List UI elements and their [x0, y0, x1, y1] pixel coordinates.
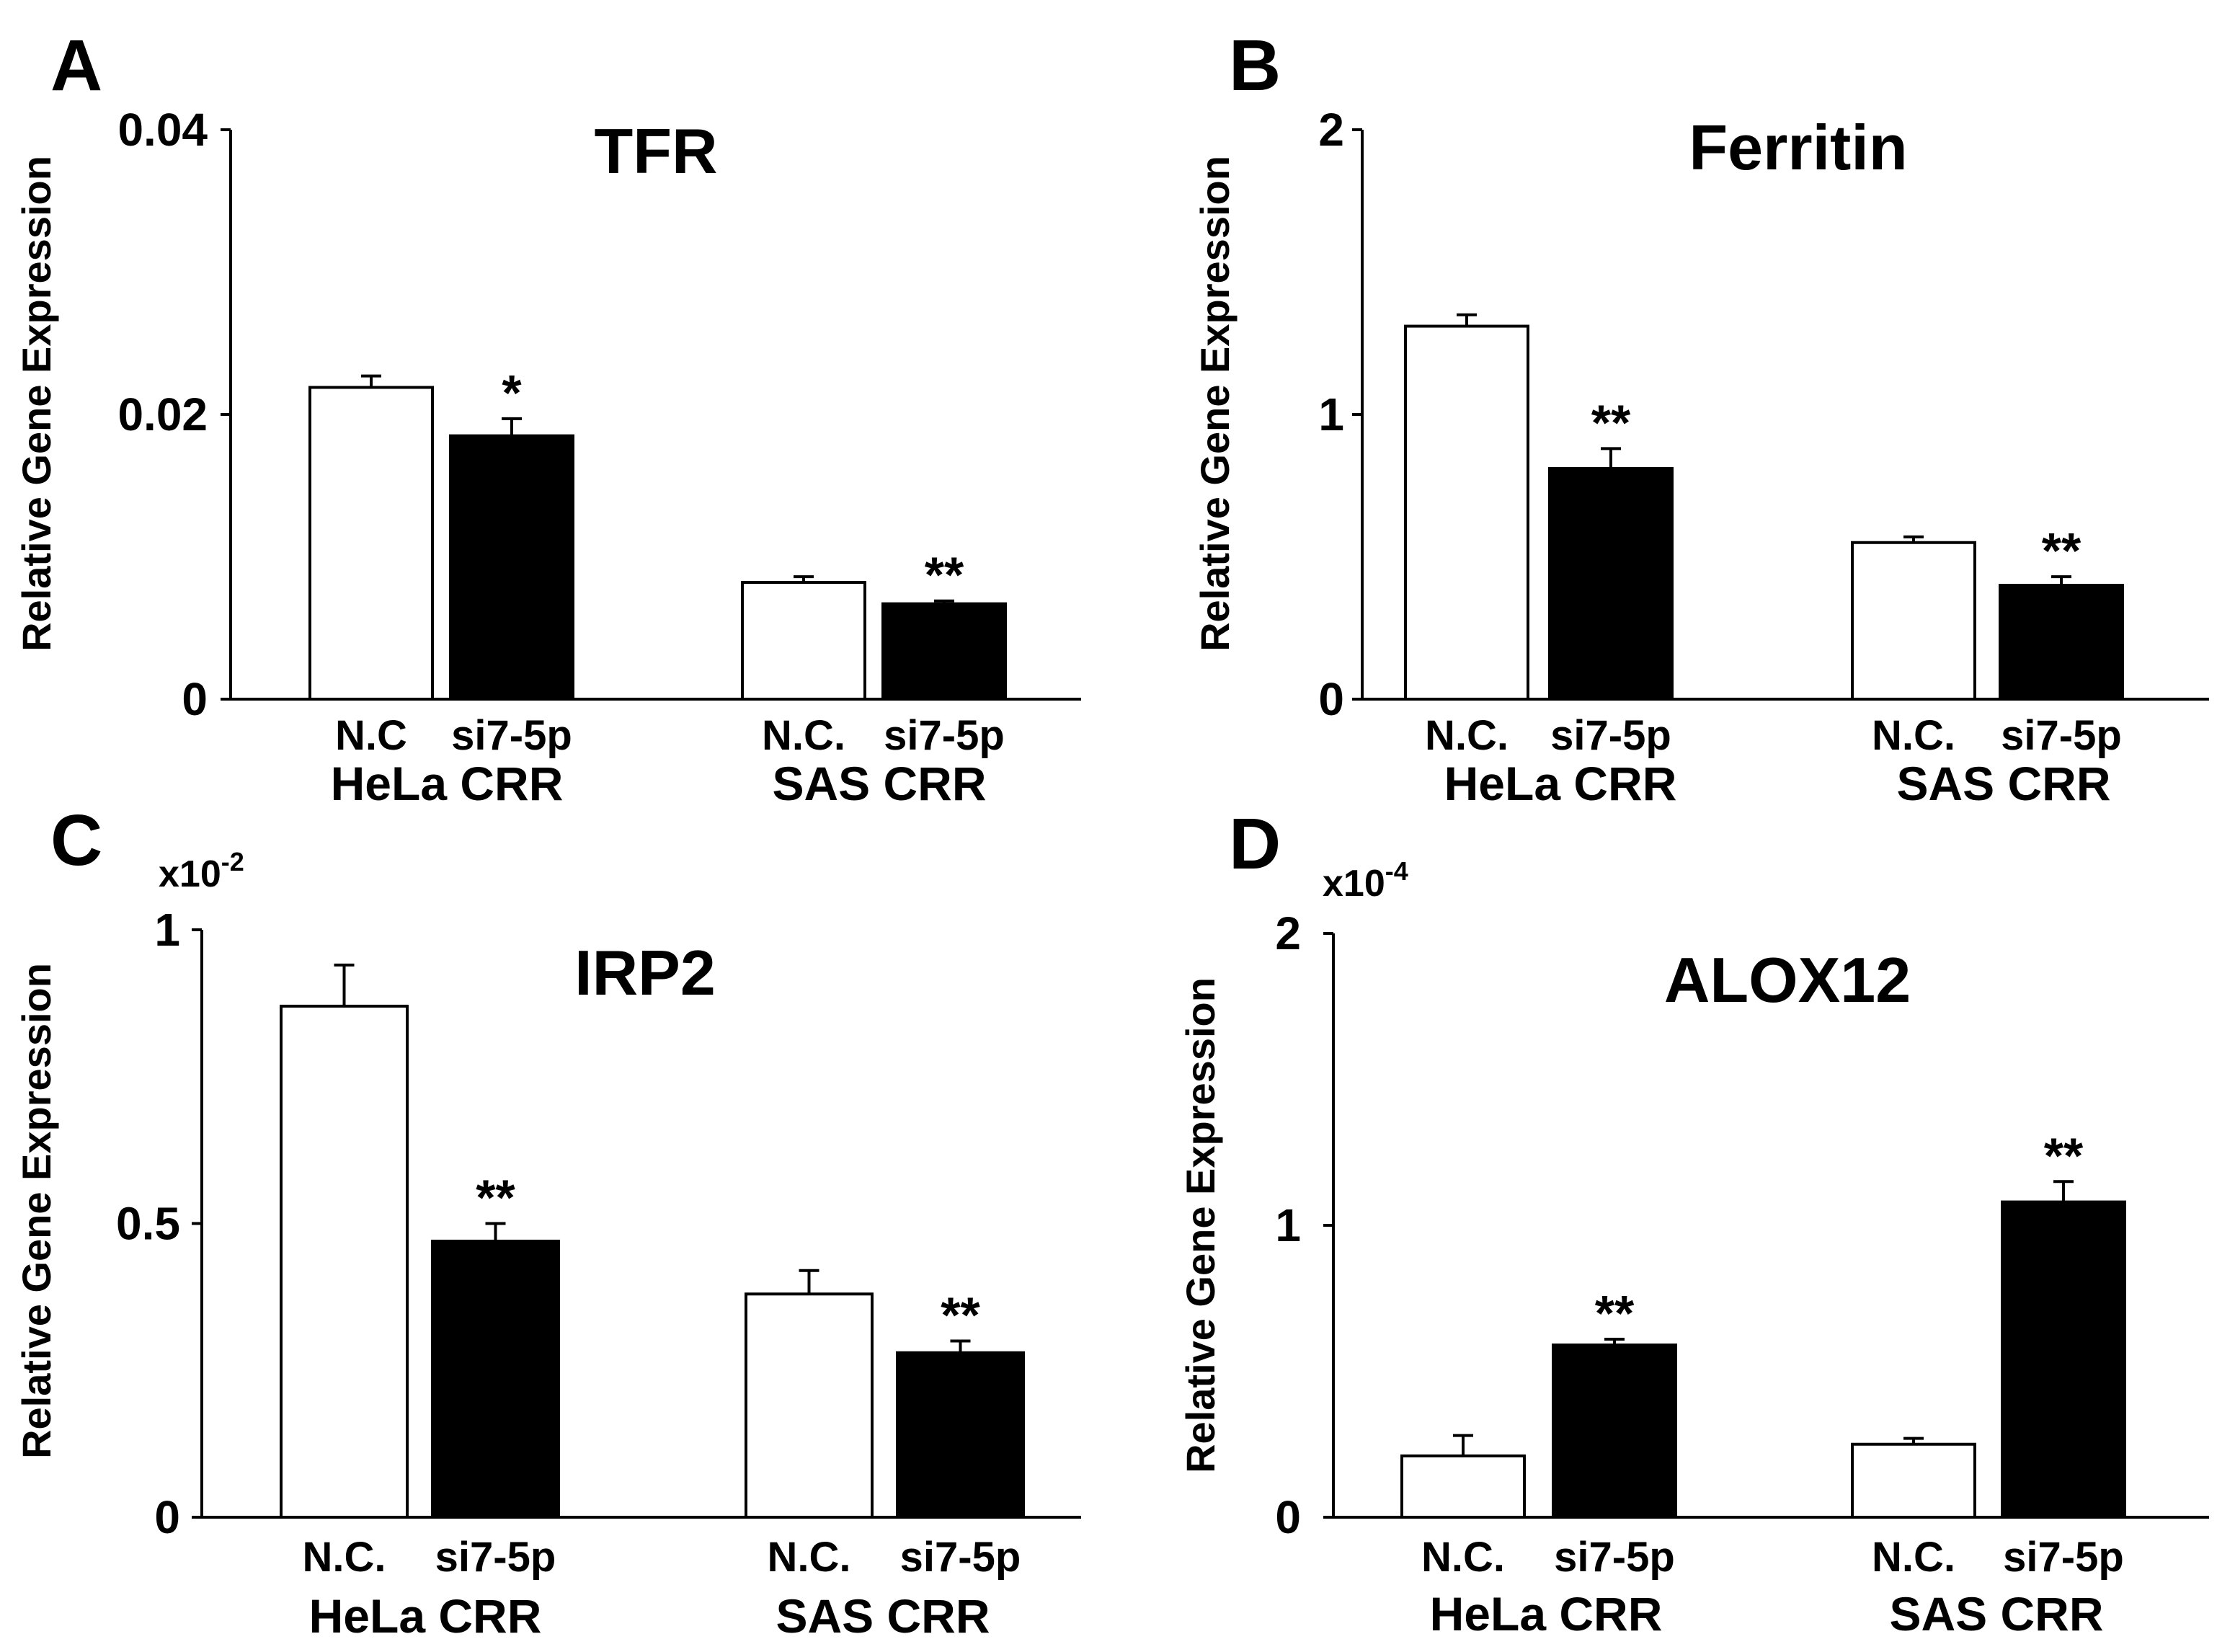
bar [1548, 467, 1674, 701]
condition-label: si7-5p [451, 712, 572, 759]
significance-marker: ** [2044, 1127, 2084, 1184]
y-tick-label: 0.5 [116, 1198, 180, 1250]
condition-label: si7-5p [2003, 1534, 2124, 1581]
y-axis-label: Relative Gene Expression [14, 156, 59, 652]
condition-label: N.C. [1872, 1534, 1955, 1581]
condition-label: si7-5p [1554, 1534, 1675, 1581]
y-tick-label: 0.02 [117, 388, 208, 440]
y-tick-label: 0.04 [117, 104, 208, 156]
significance-marker: ** [1595, 1285, 1635, 1341]
y-axis-label: Relative Gene Expression [14, 963, 59, 1459]
condition-label: N.C. [762, 712, 845, 759]
bar [745, 1292, 874, 1519]
y-tick-label: 1 [1318, 388, 1344, 440]
y-tick-label: 0 [1318, 673, 1344, 725]
axis-multiplier: x10-4 [1323, 856, 1408, 905]
panel-letter: B [1229, 25, 1281, 106]
bar [741, 581, 866, 701]
group-label: HeLa CRR [331, 757, 564, 810]
significance-marker: ** [941, 1287, 980, 1344]
y-axis-label: Relative Gene Expression [1192, 156, 1238, 652]
bar [1999, 584, 2124, 701]
group-label: SAS CRR [1896, 757, 2110, 810]
y-tick-label: 2 [1275, 907, 1301, 959]
bar [2001, 1200, 2126, 1519]
y-tick-label: 0 [154, 1491, 180, 1543]
group-label: HeLa CRR [309, 1589, 542, 1643]
panel-letter: D [1229, 804, 1281, 884]
panel-letter: A [50, 25, 102, 106]
y-tick-label: 1 [1275, 1199, 1301, 1251]
condition-label: si7-5p [900, 1534, 1021, 1581]
bar [1400, 1454, 1526, 1519]
group-label: SAS CRR [1889, 1587, 2103, 1640]
axis-multiplier-exponent: -4 [1385, 856, 1408, 886]
axis-multiplier: x10-2 [159, 847, 244, 895]
bar [1552, 1344, 1677, 1519]
axis-multiplier-exponent: -2 [221, 847, 244, 876]
bar [896, 1351, 1025, 1519]
bar [881, 602, 1007, 701]
condition-label: si7-5p [435, 1534, 556, 1581]
y-tick-label: 0 [182, 673, 208, 725]
bar [431, 1239, 560, 1519]
panel-a: A TFR Relative Gene Expression 0 0.02 0.04 N.C… [14, 25, 1081, 810]
y-tick-label: 0 [1275, 1491, 1301, 1543]
group-label: SAS CRR [776, 1589, 990, 1643]
panel-letter: C [50, 800, 102, 881]
condition-label: N.C [335, 712, 407, 759]
condition-label: N.C. [1425, 712, 1509, 759]
y-tick-label: 1 [154, 904, 180, 956]
bar [280, 1004, 409, 1519]
y-tick-label: 2 [1318, 104, 1344, 156]
group-label: HeLa CRR [1430, 1587, 1663, 1640]
condition-label: N.C. [768, 1534, 851, 1581]
bar [308, 386, 434, 701]
significance-marker: ** [2042, 523, 2082, 579]
y-axis-label: Relative Gene Expression [1178, 977, 1223, 1473]
group-label: SAS CRR [772, 757, 986, 810]
bar [1404, 324, 1529, 701]
significance-marker: ** [476, 1170, 515, 1226]
condition-label: N.C. [1872, 712, 1955, 759]
bar [1851, 1442, 1976, 1519]
significance-marker: ** [1591, 394, 1631, 450]
bar [449, 434, 574, 701]
chart-title: Ferritin [1689, 112, 1907, 183]
condition-label: N.C. [303, 1534, 386, 1581]
group-label: HeLa CRR [1444, 757, 1677, 810]
significance-marker: ** [925, 547, 964, 603]
chart-title: IRP2 [574, 937, 716, 1008]
condition-label: si7-5p [2001, 712, 2122, 759]
condition-label: N.C. [1421, 1534, 1505, 1581]
panel-c: C IRP2 Relative Gene Expression x10-2 0 0.5 1 N… [14, 800, 1081, 1643]
bar [1851, 541, 1976, 701]
condition-label: si7-5p [1550, 712, 1671, 759]
significance-marker: * [502, 365, 522, 421]
panel-d: D ALOX12 Relative Gene Expression x10-4 0 1 2 N… [1178, 804, 2209, 1640]
condition-label: si7-5p [884, 712, 1005, 759]
panel-b: B Ferritin Relative Gene Expression 0 1 2 N.C.… [1192, 25, 2209, 810]
chart-title: ALOX12 [1664, 944, 1911, 1016]
chart-title: TFR [594, 115, 717, 187]
